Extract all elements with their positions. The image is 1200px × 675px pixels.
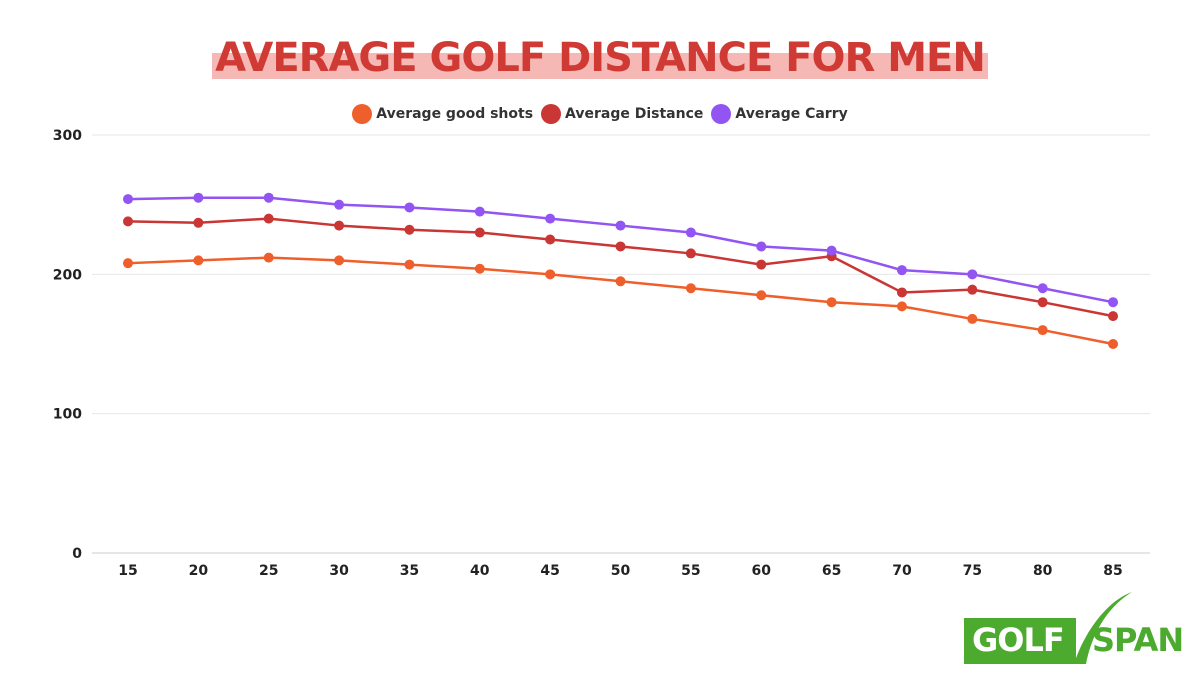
- data-point-s2-25: [263, 192, 274, 203]
- data-point-s2-70: [896, 265, 907, 276]
- x-tick-label-15: 15: [118, 563, 137, 579]
- data-point-s1-35: [404, 224, 415, 235]
- legend-label-0: Average good shots: [376, 106, 534, 122]
- data-point-s2-75: [967, 269, 978, 280]
- data-point-s2-40: [474, 206, 485, 217]
- series-line-1: [127, 217, 1114, 318]
- legend-item-0: Average good shots: [352, 104, 533, 124]
- x-tick-label-35: 35: [400, 563, 419, 579]
- y-tick-label-0: 0: [72, 546, 82, 562]
- data-point-s1-55: [685, 248, 696, 259]
- x-tick-label-75: 75: [963, 563, 982, 579]
- data-point-s1-50: [615, 241, 626, 252]
- x-tick-label-85: 85: [1103, 563, 1122, 579]
- data-point-s0-80: [1037, 325, 1048, 336]
- legend-item-1: Average Distance: [541, 104, 703, 124]
- data-point-s2-30: [334, 199, 345, 210]
- data-point-s2-45: [545, 213, 556, 224]
- legend-item-2: Average Carry: [711, 104, 848, 124]
- series-line-0: [127, 256, 1114, 346]
- data-point-s2-85: [1108, 297, 1119, 308]
- data-point-s0-40: [474, 263, 485, 274]
- legend-dot-1: [541, 104, 562, 124]
- logo-box: [964, 618, 1076, 664]
- y-tick-label-200: 200: [53, 267, 82, 283]
- legend-label-2: Average Carry: [735, 106, 848, 122]
- data-point-s1-15: [123, 216, 133, 227]
- chart-title: AVERAGE GOLF DISTANCE FOR MEN: [215, 35, 986, 81]
- data-point-s2-60: [756, 241, 767, 252]
- x-tick-label-80: 80: [1033, 563, 1053, 579]
- golfspan-logo: GOLF SPAN: [964, 588, 1194, 668]
- x-tick-label-45: 45: [540, 563, 559, 579]
- data-point-s1-25: [263, 213, 274, 224]
- data-point-s2-15: [123, 194, 133, 205]
- data-point-s0-55: [685, 283, 696, 294]
- x-tick-label-65: 65: [822, 563, 841, 579]
- x-tick-label-60: 60: [751, 563, 771, 579]
- data-point-s0-45: [545, 269, 556, 280]
- data-point-s0-50: [615, 276, 626, 287]
- x-tick-label-50: 50: [611, 563, 631, 579]
- x-tick-label-25: 25: [259, 563, 278, 579]
- data-point-s2-80: [1037, 283, 1048, 294]
- legend: Average good shots Average Distance Averag…: [0, 104, 1200, 124]
- y-tick-label-300: 300: [53, 128, 82, 144]
- x-tick-label-30: 30: [329, 563, 349, 579]
- data-point-s0-75: [967, 313, 978, 324]
- data-point-s2-50: [615, 220, 626, 231]
- data-point-s0-25: [263, 252, 274, 263]
- legend-dot-2: [711, 104, 732, 124]
- data-point-s1-70: [896, 287, 907, 298]
- data-point-s0-60: [756, 290, 767, 301]
- data-point-s0-70: [896, 301, 907, 312]
- legend-dot-0: [352, 104, 373, 124]
- data-point-s0-15: [123, 258, 133, 269]
- data-point-s2-55: [685, 227, 696, 238]
- data-point-s1-85: [1108, 311, 1119, 322]
- title-highlight: [212, 53, 988, 79]
- y-tick-label-100: 100: [53, 407, 82, 423]
- data-point-s1-75: [967, 284, 978, 295]
- x-tick-label-55: 55: [681, 563, 700, 579]
- x-tick-label-20: 20: [189, 563, 209, 579]
- x-tick-label-40: 40: [470, 563, 490, 579]
- data-point-s1-60: [756, 259, 767, 270]
- data-point-s1-45: [545, 234, 556, 245]
- swoosh-icon: [1074, 592, 1132, 664]
- data-point-s2-35: [404, 202, 415, 213]
- title-container: AVERAGE GOLF DISTANCE FOR MEN: [0, 30, 1200, 90]
- data-point-s2-65: [826, 245, 837, 256]
- data-point-s0-35: [404, 259, 415, 270]
- data-point-s0-85: [1108, 339, 1119, 349]
- data-point-s2-20: [193, 192, 204, 203]
- data-point-s0-20: [193, 255, 204, 266]
- data-point-s0-65: [826, 297, 837, 308]
- data-point-s0-30: [334, 255, 345, 266]
- logo-text-golf: GOLF: [972, 621, 1065, 659]
- data-point-s1-40: [474, 227, 485, 238]
- x-tick-label-70: 70: [892, 563, 912, 579]
- data-point-s1-20: [193, 217, 204, 228]
- legend-label-1: Average Distance: [565, 106, 704, 122]
- data-point-s1-30: [334, 220, 345, 231]
- data-point-s1-80: [1037, 297, 1048, 308]
- logo-text-span: SPAN: [1092, 621, 1184, 659]
